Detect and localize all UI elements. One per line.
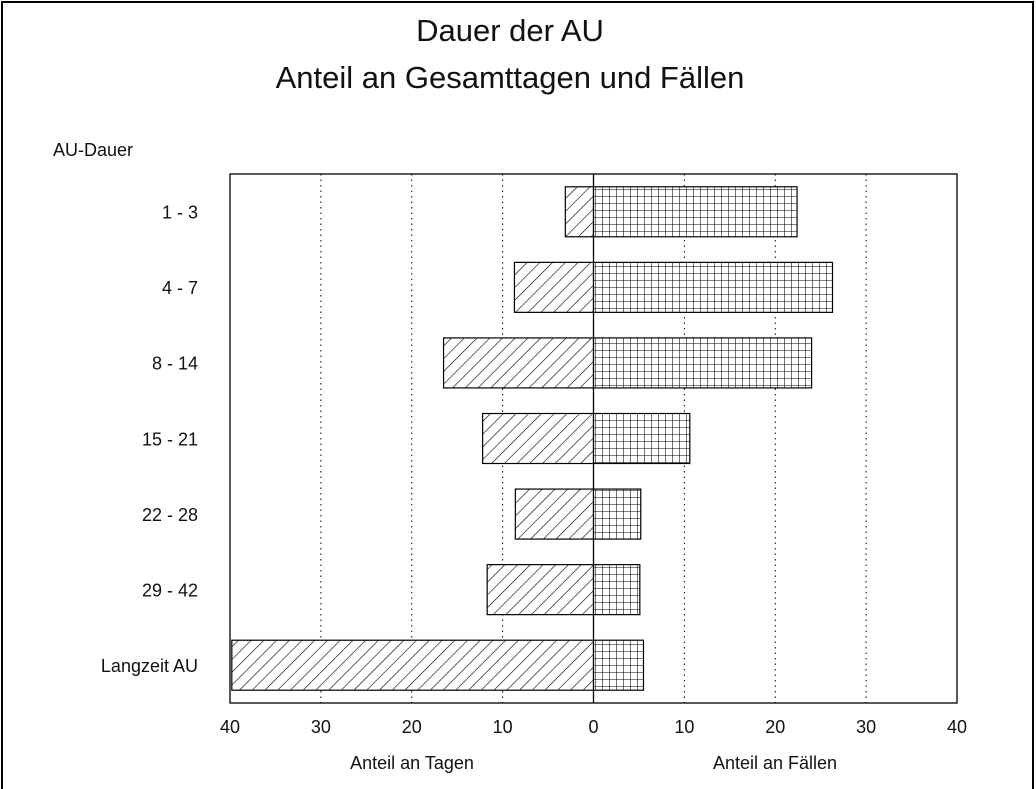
bar <box>592 639 645 691</box>
x-tick-label: 40 <box>220 717 240 737</box>
x-tick-label: 20 <box>765 717 785 737</box>
x-tick-label: 10 <box>493 717 513 737</box>
bar <box>592 564 641 616</box>
bar <box>592 337 813 389</box>
bar <box>592 412 691 465</box>
y-tick-label: 1 - 3 <box>162 203 198 223</box>
bar <box>486 564 595 616</box>
y-axis-label: AU-Dauer <box>53 140 133 160</box>
bar <box>442 337 595 389</box>
y-tick-label: 8 - 14 <box>152 354 198 374</box>
x-tick-label: 40 <box>947 717 967 737</box>
y-tick-label: 22 - 28 <box>142 505 198 525</box>
bar <box>231 639 595 691</box>
chart-subtitle: Anteil an Gesamttagen und Fällen <box>276 60 745 95</box>
y-tick-label: 4 - 7 <box>162 278 198 298</box>
x-tick-label: 30 <box>311 717 331 737</box>
x-axis-label: Anteil an Tagen <box>350 753 474 773</box>
y-tick-label: Langzeit AU <box>101 656 198 676</box>
y-tick-label: 15 - 21 <box>142 429 198 449</box>
chart-title: Dauer der AU <box>416 13 604 48</box>
bar <box>482 412 595 465</box>
y-tick-label: 29 - 42 <box>142 580 198 600</box>
bar <box>513 261 595 313</box>
bar <box>514 488 595 540</box>
plot-frame <box>229 173 958 704</box>
x-tick-label: 30 <box>856 717 876 737</box>
x-tick-label: 10 <box>674 717 694 737</box>
bar <box>592 488 642 540</box>
bar <box>592 261 834 313</box>
bar <box>592 186 798 238</box>
x-axis-label: Anteil an Fällen <box>713 753 837 773</box>
x-tick-label: 0 <box>588 717 598 737</box>
x-tick-label: 20 <box>402 717 422 737</box>
bar <box>564 186 595 238</box>
